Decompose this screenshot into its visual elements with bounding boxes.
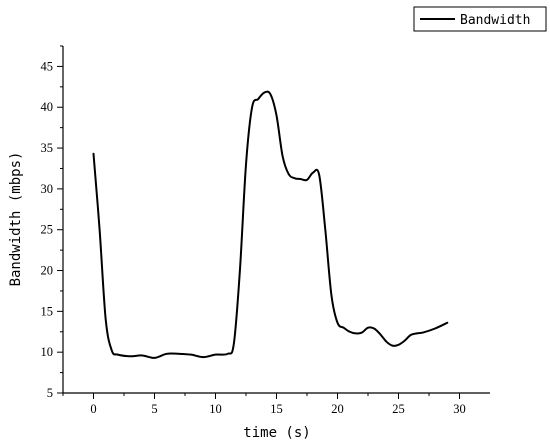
y-tick-label: 35 xyxy=(41,141,54,155)
y-tick-label: 15 xyxy=(41,304,54,318)
x-tick-label: 5 xyxy=(151,402,157,416)
y-tick-label: 30 xyxy=(41,182,54,196)
legend: Bandwidth xyxy=(413,6,547,32)
x-tick-label: 10 xyxy=(209,402,222,416)
y-tick-label: 40 xyxy=(41,100,54,114)
y-tick-label: 5 xyxy=(47,386,53,400)
y-axis-title: Bandwidth (mbps) xyxy=(8,152,24,287)
x-tick-label: 30 xyxy=(453,402,466,416)
y-tick-label: 45 xyxy=(41,59,54,73)
x-tick-label: 20 xyxy=(331,402,344,416)
y-tick-label: 20 xyxy=(41,264,54,278)
x-axis-title: time (s) xyxy=(243,425,310,441)
x-tick-label: 25 xyxy=(392,402,405,416)
y-tick-label: 10 xyxy=(41,345,54,359)
y-tick-label: 25 xyxy=(41,223,54,237)
x-tick-label: 0 xyxy=(90,402,96,416)
legend-label: Bandwidth xyxy=(460,13,530,28)
series-line-bandwidth xyxy=(92,90,449,359)
x-tick-label: 15 xyxy=(270,402,283,416)
